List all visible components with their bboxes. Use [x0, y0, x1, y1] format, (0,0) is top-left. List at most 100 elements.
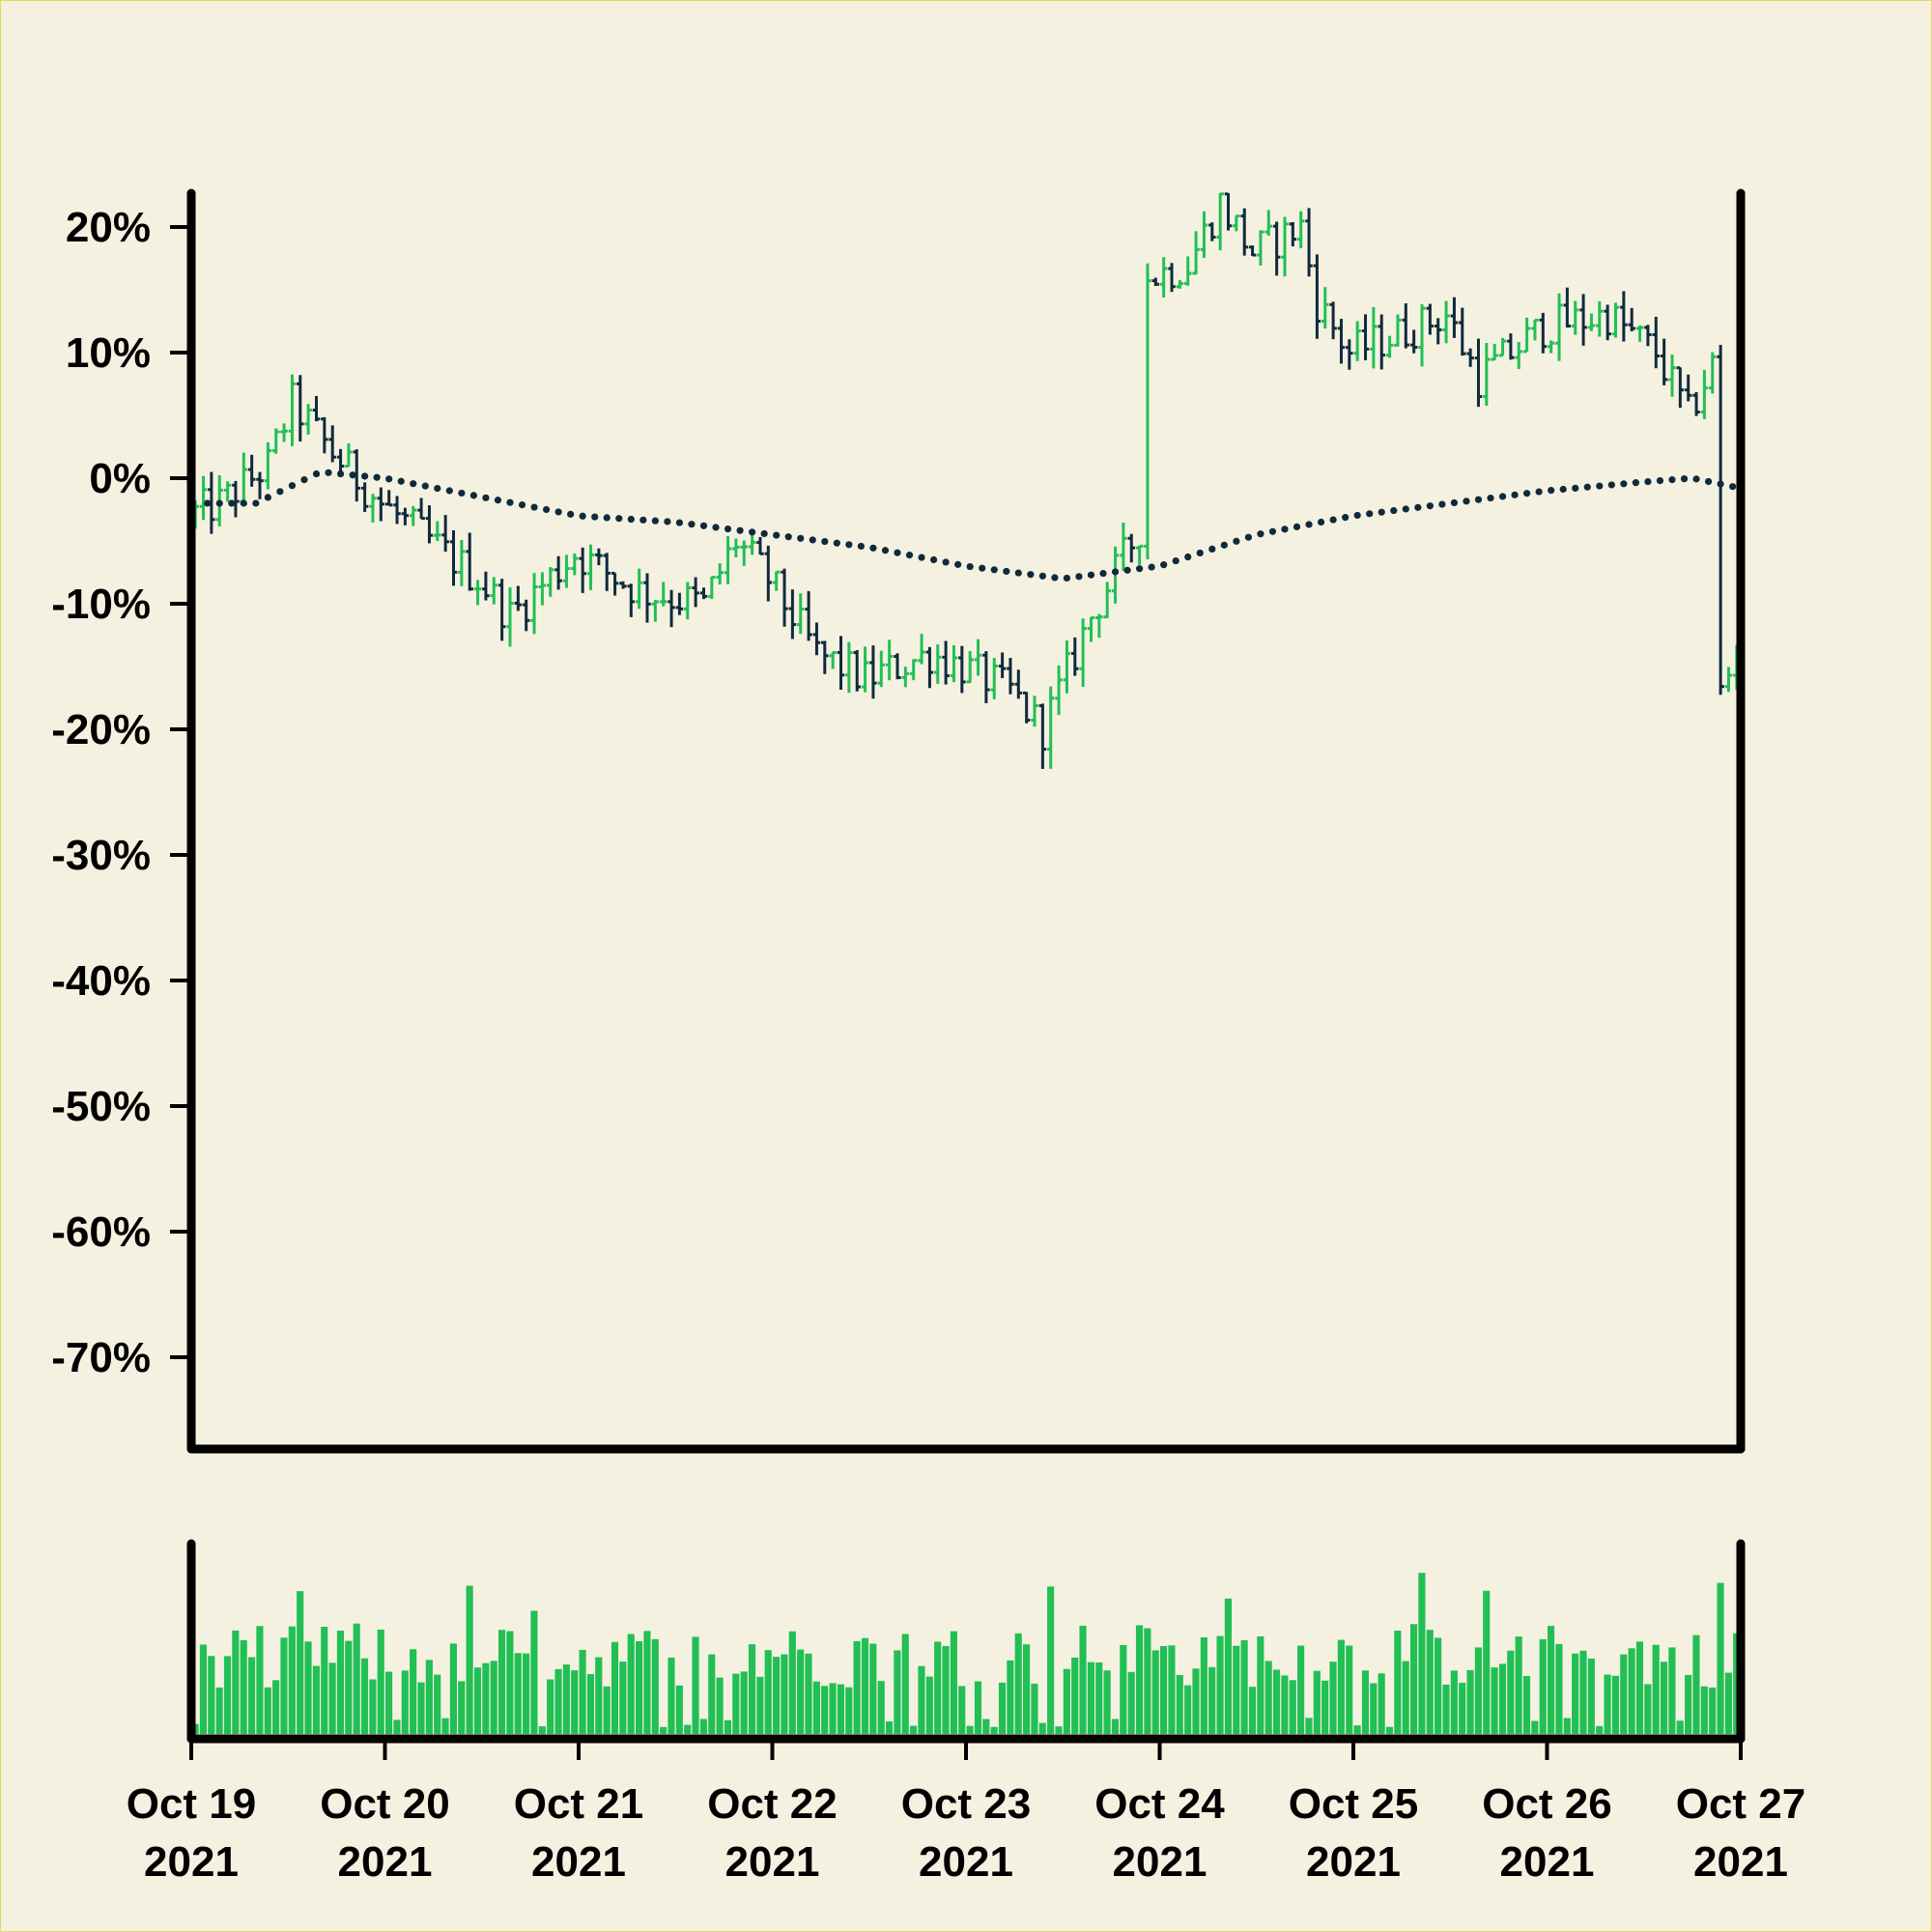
ohlc-bar — [732, 538, 740, 558]
x-tick-label-year: 2021 — [725, 1838, 820, 1886]
volume-bar — [812, 1681, 820, 1734]
volume-bar — [523, 1653, 530, 1734]
volume-bar — [1402, 1661, 1409, 1734]
ohlc-bar — [1103, 582, 1111, 619]
moving-average-point — [1474, 496, 1483, 503]
volume-bar — [603, 1686, 611, 1734]
ohlc-bar — [1547, 340, 1555, 354]
moving-average-point — [905, 552, 914, 559]
volume-bar — [586, 1674, 595, 1734]
ohlc-bar — [345, 442, 353, 469]
volume-bar — [272, 1680, 280, 1734]
x-tick-label-year: 2021 — [919, 1838, 1013, 1886]
ohlc-bar — [1724, 667, 1733, 693]
ohlc-bars — [191, 192, 1741, 770]
moving-average-point — [1196, 549, 1204, 557]
volume-bar — [732, 1673, 740, 1734]
ohlc-bar — [1385, 335, 1394, 358]
ohlc-bar — [1264, 210, 1273, 236]
volume-bar — [328, 1662, 336, 1734]
ohlc-bar — [1216, 192, 1224, 251]
x-tick-label-date: Oct 21 — [514, 1780, 644, 1828]
ohlc-bar — [595, 548, 603, 566]
volume-bar — [1676, 1720, 1684, 1734]
volume-bar — [1353, 1725, 1361, 1734]
ohlc-bar — [240, 452, 248, 504]
moving-average-point — [1644, 477, 1652, 486]
ohlc-bar — [1555, 293, 1563, 361]
ohlc-bar — [554, 555, 562, 590]
ohlc-bar — [934, 644, 942, 684]
volume-bar — [1216, 1635, 1224, 1734]
y-tick-label: -40% — [51, 957, 151, 1005]
ohlc-bar — [1709, 352, 1717, 394]
ohlc-bar — [1071, 637, 1079, 676]
moving-average-point — [554, 508, 562, 516]
ohlc-bar — [232, 480, 240, 518]
volume-bar — [1394, 1631, 1402, 1734]
volume-bar — [1297, 1645, 1305, 1734]
moving-average-point — [204, 499, 212, 507]
volume-bar — [240, 1639, 247, 1734]
y-tick-label: 10% — [66, 329, 151, 377]
volume-bar — [966, 1725, 974, 1734]
x-tick-label-year: 2021 — [1113, 1838, 1208, 1886]
moving-average-point — [1668, 476, 1676, 484]
ohlc-bar — [441, 515, 449, 553]
ohlc-bar — [1628, 307, 1635, 332]
volume-bar — [554, 1668, 562, 1734]
volume-bar — [401, 1670, 409, 1734]
volume-bar — [974, 1681, 982, 1734]
moving-average-point — [1353, 511, 1361, 520]
ohlc-bar — [1394, 314, 1402, 347]
moving-average-point — [918, 554, 925, 561]
x-tick-label-year: 2021 — [144, 1838, 239, 1886]
volume-bar — [1442, 1684, 1450, 1734]
moving-average-point — [1003, 567, 1010, 576]
moving-average-point — [1317, 518, 1325, 526]
volume-bar — [1450, 1670, 1458, 1734]
moving-average-point — [821, 537, 829, 546]
volume-bar — [668, 1657, 675, 1734]
volume-bar — [1240, 1639, 1248, 1734]
moving-average-point — [336, 469, 345, 478]
volume-bar — [619, 1662, 627, 1734]
ohlc-bar — [409, 505, 417, 526]
ohlc-bar — [1652, 316, 1661, 369]
moving-average-point — [567, 510, 575, 518]
volume-bar — [1692, 1634, 1700, 1734]
moving-average-point — [325, 469, 332, 476]
moving-average-point — [1136, 565, 1144, 573]
volume-bar — [1620, 1654, 1628, 1734]
ohlc-bar — [579, 547, 586, 593]
ohlc-bar — [990, 658, 998, 699]
ohlc-bar — [1014, 669, 1023, 699]
moving-average-point — [760, 529, 768, 538]
moving-average-point — [252, 499, 260, 507]
ohlc-bar — [377, 487, 385, 522]
moving-average-point — [1572, 484, 1579, 492]
moving-average-point — [651, 517, 659, 525]
ohlc-bar — [1700, 369, 1709, 419]
ohlc-bar — [781, 568, 788, 627]
volume-bar — [635, 1641, 643, 1734]
ohlc-bar — [756, 536, 764, 555]
volume-bar — [304, 1641, 312, 1734]
volume-bar — [885, 1720, 894, 1734]
ohlc-bar — [684, 582, 692, 620]
volume-bar — [1426, 1630, 1434, 1734]
volume-bar — [1474, 1647, 1482, 1734]
moving-average-point — [1511, 491, 1519, 498]
moving-average-point — [712, 524, 720, 531]
volume-bar — [1087, 1662, 1094, 1734]
volume-bar — [530, 1610, 538, 1734]
volume-bar — [1644, 1684, 1652, 1734]
volume-bar — [1168, 1645, 1176, 1734]
volume-bar — [1103, 1670, 1111, 1734]
moving-average-point — [1233, 537, 1240, 545]
moving-average-point — [1208, 545, 1216, 553]
moving-average-point — [373, 473, 381, 481]
volume-bar — [942, 1646, 950, 1734]
volume-bar — [1385, 1726, 1394, 1734]
